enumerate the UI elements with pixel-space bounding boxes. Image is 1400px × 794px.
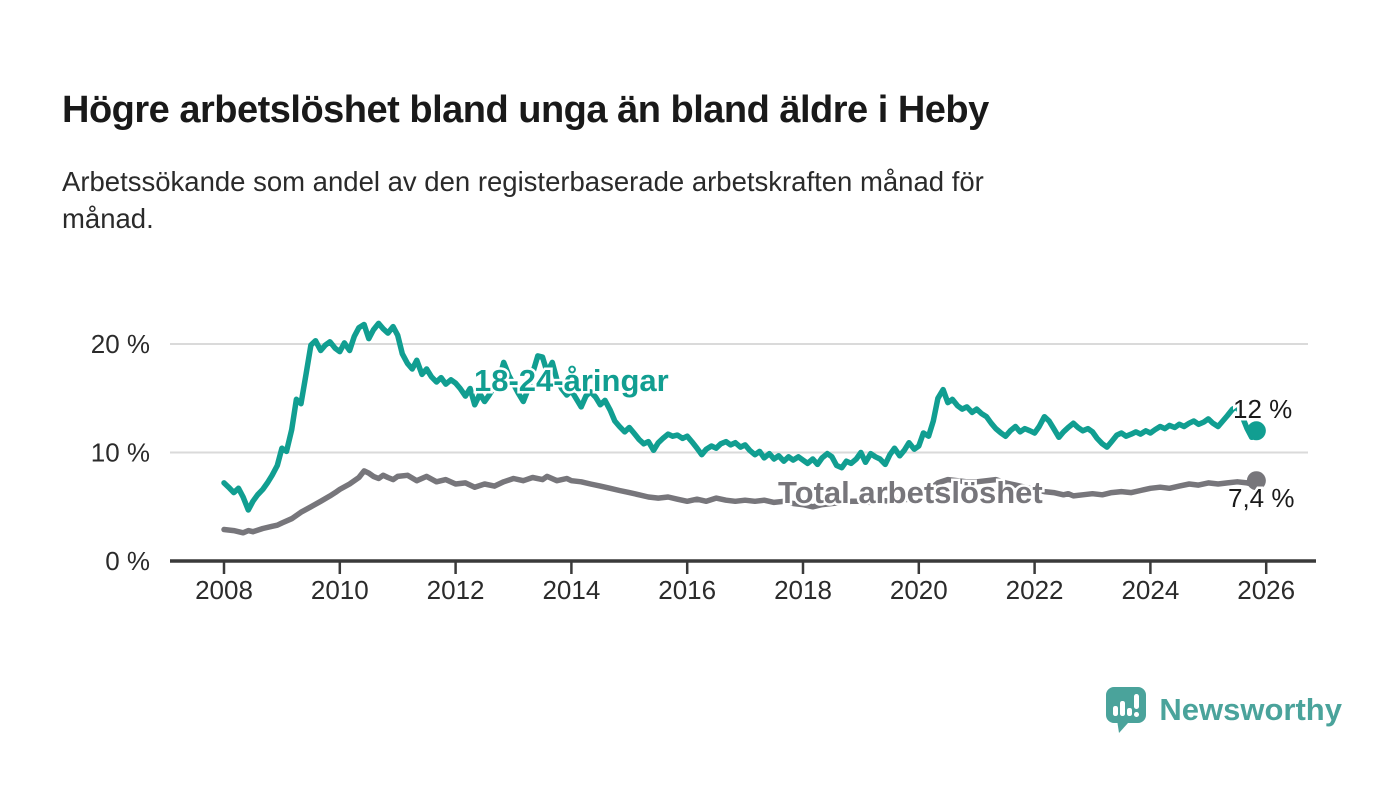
- x-tick-label-2024: 2024: [1121, 575, 1179, 605]
- series-end-dot-Total arbetslöshet: [1246, 471, 1266, 491]
- chart-subtitle-line-2: månad.: [62, 203, 154, 234]
- newsworthy-wordmark: Newsworthy: [1159, 692, 1342, 727]
- x-tick-label-2010: 2010: [311, 575, 369, 605]
- y-tick-label-0: 0 %: [105, 546, 150, 576]
- x-tick-label-2008: 2008: [195, 575, 253, 605]
- newsworthy-logo: Newsworthy: [1104, 686, 1342, 734]
- y-tick-label-10: 10 %: [91, 438, 150, 468]
- end-value-label-Total arbetslöshet: 7,4 %: [1228, 483, 1295, 513]
- x-tick-label-2012: 2012: [427, 575, 485, 605]
- series-line-Total arbetslöshet: [221, 468, 1260, 536]
- series-end-dot-18-24-åringar: [1246, 421, 1266, 441]
- x-tick-label-2026: 2026: [1237, 575, 1295, 605]
- x-tick-label-2022: 2022: [1006, 575, 1064, 605]
- series-label-18-24-åringar: 18-24-åringar: [474, 363, 669, 398]
- x-tick-label-2014: 2014: [542, 575, 600, 605]
- x-tick-label-2020: 2020: [890, 575, 948, 605]
- series-label-Total arbetslöshet: Total arbetslöshet: [778, 475, 1043, 510]
- series-line-18-24-åringar: [221, 320, 1260, 513]
- y-tick-label-20: 20 %: [91, 329, 150, 359]
- chart-subtitle-line-1: Arbetssökande som andel av den registerb…: [62, 166, 984, 197]
- page-title: Högre arbetslöshet bland unga än bland ä…: [62, 89, 989, 132]
- x-tick-label-2016: 2016: [658, 575, 716, 605]
- chart-subtitle: Arbetssökande som andel av den registerb…: [62, 163, 1282, 237]
- x-tick-label-2018: 2018: [774, 575, 832, 605]
- newsworthy-bubble-chart-icon: [1106, 687, 1147, 733]
- end-value-label-18-24-åringar: 12 %: [1233, 394, 1292, 424]
